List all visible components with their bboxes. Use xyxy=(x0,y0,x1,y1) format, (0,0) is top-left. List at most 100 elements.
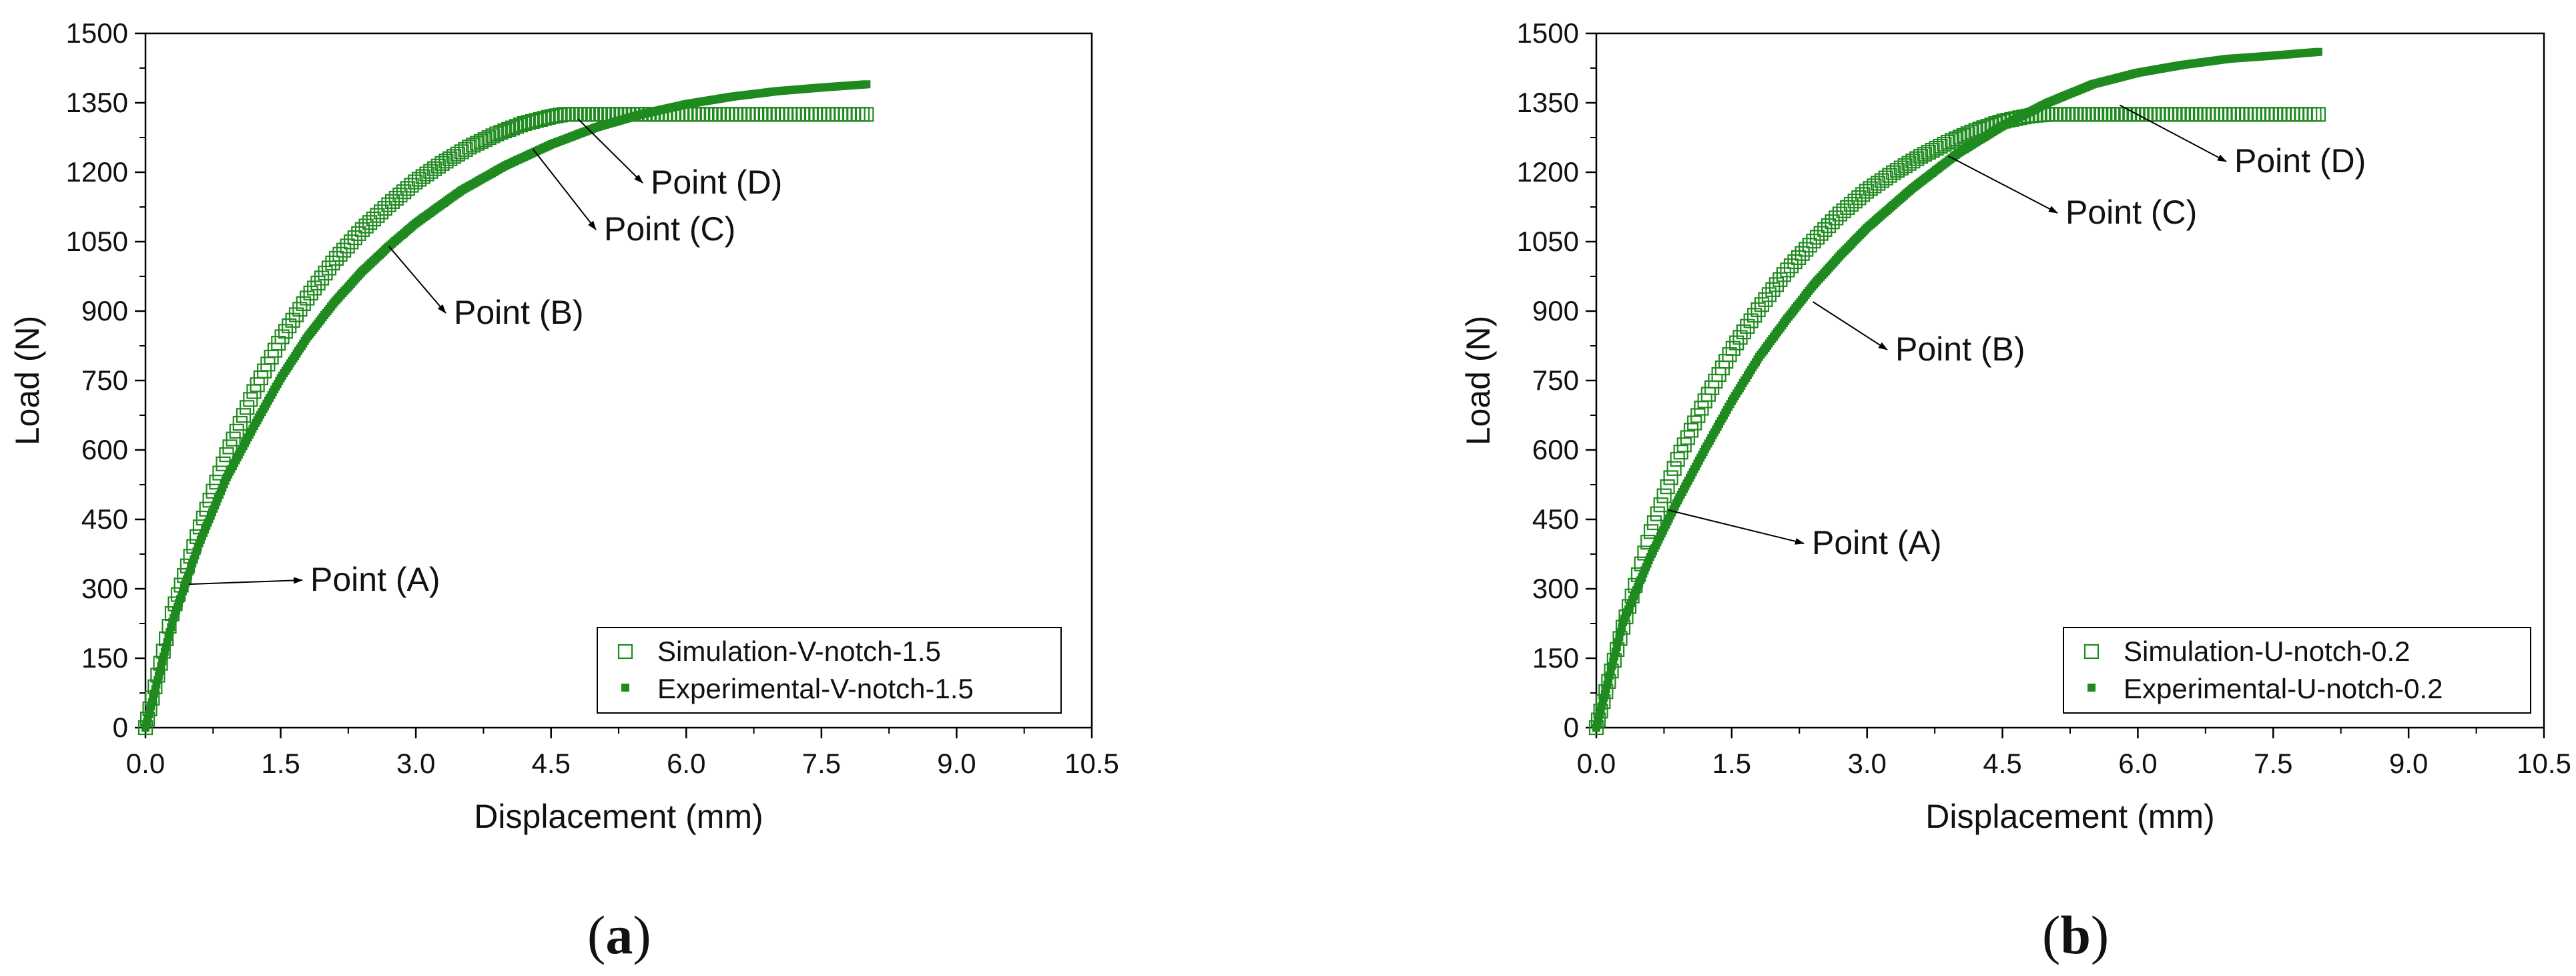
sim-point xyxy=(1952,130,1968,145)
y-tick-label: 300 xyxy=(1532,573,1579,604)
sim-point xyxy=(1795,246,1810,261)
y-tick-label: 750 xyxy=(1532,364,1579,396)
sim-point xyxy=(344,234,359,250)
y-tick-label: 450 xyxy=(1532,503,1579,535)
sim-point xyxy=(521,115,536,130)
sim-point xyxy=(803,107,820,122)
sim-point xyxy=(695,107,711,122)
sim-point xyxy=(1878,170,1893,186)
y-tick-label: 1050 xyxy=(66,226,128,257)
sim-point xyxy=(774,107,789,122)
sim-point xyxy=(1787,254,1803,270)
x-tick-label: 7.5 xyxy=(2254,748,2292,779)
legend: Simulation-V-notch-1.5 Experimental-V-not… xyxy=(597,627,1062,714)
sim-point xyxy=(493,125,509,140)
sim-point xyxy=(477,132,493,148)
legend-box xyxy=(2063,627,2531,714)
y-tick-label: 150 xyxy=(1532,642,1579,674)
sim-point xyxy=(2276,107,2292,122)
sim-point xyxy=(1817,222,1833,237)
x-tick-label: 3.0 xyxy=(1848,748,1887,779)
y-tick-label: 1050 xyxy=(1517,226,1579,257)
sim-point xyxy=(687,107,702,122)
sim-point xyxy=(753,107,769,122)
annotation-arrow xyxy=(1813,301,1888,350)
sim-point xyxy=(716,107,731,122)
x-tick-label: 9.0 xyxy=(937,748,976,779)
caption-open-paren: ( xyxy=(2042,905,2060,965)
sim-point xyxy=(749,107,765,122)
sim-point xyxy=(2209,107,2225,122)
sim-point xyxy=(2247,107,2262,122)
y-tick-label: 1500 xyxy=(1517,17,1579,49)
sim-point xyxy=(219,447,234,463)
legend: Simulation-U-notch-0.2 Experimental-U-not… xyxy=(2063,627,2531,714)
x-tick-label: 1.5 xyxy=(261,748,300,779)
exp-point xyxy=(1603,680,1612,689)
exp-point xyxy=(2314,47,2322,56)
sim-point xyxy=(2164,107,2179,122)
sim-point xyxy=(340,238,355,254)
sim-point xyxy=(2085,107,2101,122)
sim-point xyxy=(581,107,596,122)
sim-point xyxy=(505,120,521,136)
chart-panel-a: 0.0 1.5 3.0 4.5 6.0 7.5 9.0 10.5 0 150 300 450 600 75… xyxy=(9,17,1119,965)
sim-point xyxy=(462,140,477,155)
sim-point xyxy=(2281,107,2296,122)
series-experimental xyxy=(141,80,871,732)
sim-point xyxy=(821,107,836,122)
sim-point xyxy=(846,107,862,122)
y-tick-label: 600 xyxy=(1532,434,1579,465)
sim-point xyxy=(787,107,802,122)
annotation-label: Point (C) xyxy=(2065,194,2197,231)
x-axis-title: Displacement (mm) xyxy=(474,798,763,835)
y-tick-label: 300 xyxy=(81,573,128,604)
panel-caption: (b) xyxy=(2042,905,2109,965)
sim-point xyxy=(812,107,828,122)
sim-point xyxy=(766,107,781,122)
x-tick-label: 10.5 xyxy=(2517,748,2571,779)
sim-point xyxy=(808,107,824,122)
y-tick-label: 1350 xyxy=(66,87,128,118)
sim-point xyxy=(529,113,544,128)
sim-point xyxy=(2159,107,2175,122)
y-tick-label: 750 xyxy=(81,364,128,396)
sim-point xyxy=(2243,107,2258,122)
sim-point xyxy=(745,107,761,122)
sim-point xyxy=(1867,178,1882,194)
y-tick-label: 1200 xyxy=(66,156,128,188)
sim-point xyxy=(232,416,248,431)
sim-point xyxy=(2264,107,2280,122)
chart-panel-b: 0.0 1.5 3.0 4.5 6.0 7.5 9.0 10.5 0 150 300 450 600 75… xyxy=(1460,17,2571,965)
sim-point xyxy=(761,107,777,122)
x-tick-label: 3.0 xyxy=(396,748,435,779)
legend-label-experimental: Experimental-V-notch-1.5 xyxy=(657,673,974,704)
sim-point xyxy=(2073,107,2088,122)
sim-point xyxy=(720,107,735,122)
x-tick-label: 1.5 xyxy=(1712,748,1751,779)
legend-box xyxy=(597,627,1062,714)
sim-point xyxy=(222,439,238,455)
sim-point xyxy=(2218,107,2233,122)
sim-point xyxy=(741,107,756,122)
sim-point xyxy=(2251,107,2267,122)
sim-point xyxy=(2057,107,2072,122)
y-tick-label: 450 xyxy=(81,503,128,535)
sim-point xyxy=(2205,107,2220,122)
sim-point xyxy=(336,242,352,258)
plot-frame xyxy=(144,32,1093,729)
sim-point xyxy=(1660,479,1675,495)
sim-point xyxy=(229,423,244,439)
sim-point xyxy=(842,107,858,122)
sim-point xyxy=(1821,218,1837,234)
sim-point xyxy=(2214,107,2229,122)
sim-point xyxy=(711,107,727,122)
y-tick-label: 900 xyxy=(81,295,128,326)
sim-point xyxy=(1941,134,1956,150)
sim-point xyxy=(1945,133,1960,148)
y-axis-title: Load (N) xyxy=(1460,316,1497,446)
sim-point xyxy=(537,111,552,126)
sim-point xyxy=(737,107,752,122)
sim-point xyxy=(466,138,481,153)
